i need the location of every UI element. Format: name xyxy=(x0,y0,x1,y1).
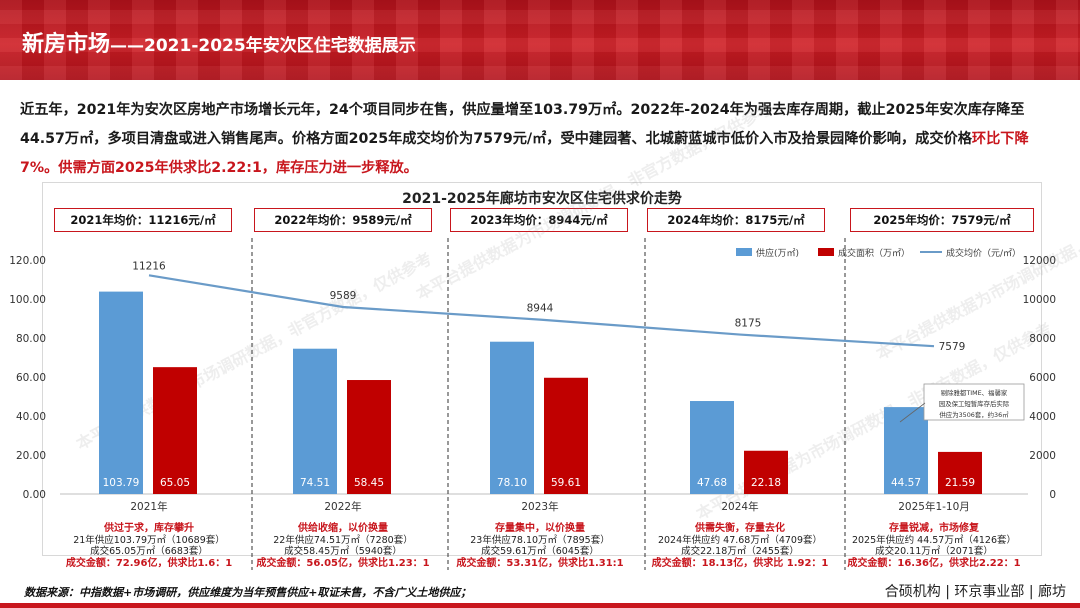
deal-value-label: 21.59 xyxy=(945,477,975,489)
summary-supply: 2025年供应约 44.57万㎡（4126套） xyxy=(852,534,1016,546)
summary-deal: 成交20.11万㎡（2071套） xyxy=(875,545,993,557)
summary-amount: 成交金额：16.36亿，供求比2.22：1 xyxy=(847,556,1020,569)
y-right-tick-label: 12000 xyxy=(1023,255,1056,267)
deal-bar xyxy=(544,377,588,494)
price-value-label: 11216 xyxy=(132,260,166,272)
x-category-label: 2021年 xyxy=(130,500,167,513)
watermark-text: 本平台提供数据为市场调研数据，非官方数据，仅供参考 xyxy=(413,99,775,304)
supply-value-label: 78.10 xyxy=(497,477,527,489)
chart-title: 2021-2025年廊坊市安次区住宅供求价走势 xyxy=(402,191,682,207)
footer-source: 数据来源：中指数据+市场调研，供应维度为当年预售供应+取证未售，不含广义土地供应… xyxy=(24,586,472,599)
y-right-tick-label: 10000 xyxy=(1023,294,1056,306)
price-value-label: 8175 xyxy=(735,318,762,330)
deal-bar xyxy=(938,451,982,494)
annotation-text: 剔除雅都TIME、福馨家 xyxy=(941,388,1008,397)
summary-amount: 成交金额：72.96亿，供求比1.6：1 xyxy=(66,556,232,569)
supply-bar xyxy=(99,291,143,494)
summary-deal: 成交59.61万㎡（6045套） xyxy=(481,545,599,557)
supply-value-label: 74.51 xyxy=(300,477,330,489)
annotation-text: 供应为3506套，约36㎡ xyxy=(939,410,1009,419)
annotation-box xyxy=(923,383,1025,421)
summary-supply: 23年供应78.10万㎡（7895套） xyxy=(470,534,609,546)
x-category-label: 2025年1-10月 xyxy=(898,500,970,513)
legend-label: 成交面积（万㎡） xyxy=(838,247,910,259)
y-right-tick-label: 6000 xyxy=(1029,372,1056,384)
price-value-label: 8944 xyxy=(527,303,554,315)
year-avg-box-2022: 2022年均价：9589元/㎡ xyxy=(254,208,432,232)
year-avg-box-2024: 2024年均价：8175元/㎡ xyxy=(647,208,825,232)
page-title-dash: —— xyxy=(110,36,145,56)
x-category-label: 2024年 xyxy=(721,500,758,513)
y-left-tick-label: 0.00 xyxy=(23,489,46,501)
deal-bar xyxy=(744,450,788,494)
y-left-tick-label: 120.00 xyxy=(9,255,46,267)
footer-line xyxy=(0,603,1080,608)
deal-value-label: 58.45 xyxy=(354,477,384,489)
deal-value-label: 22.18 xyxy=(751,477,781,489)
page-title-main: 新房市场 xyxy=(22,32,111,57)
x-category-label: 2022年 xyxy=(324,500,361,513)
summary-deal: 成交22.18万㎡（2455套） xyxy=(681,545,799,557)
intro-paragraph: 近五年，2021年为安次区房地产市场增长元年，24个项目同步在售，供应量增至10… xyxy=(20,96,1065,183)
y-left-tick-label: 20.00 xyxy=(16,450,46,462)
supply-value-label: 47.68 xyxy=(697,477,727,489)
annotation-pointer xyxy=(899,402,926,423)
year-avg-box-2023: 2023年均价：8944元/㎡ xyxy=(450,208,628,232)
summary-headline: 供给收缩，以价换量 xyxy=(297,521,388,534)
y-right-tick-label: 4000 xyxy=(1029,411,1056,423)
y-right-tick-label: 0 xyxy=(1049,489,1056,501)
summary-amount: 成交金额：56.05亿，供求比1.23：1 xyxy=(256,556,429,569)
summary-headline: 存量集中，以价换量 xyxy=(495,521,585,534)
deal-value-label: 65.05 xyxy=(160,477,190,489)
y-right-tick-label: 2000 xyxy=(1029,450,1056,462)
deal-value-label: 59.61 xyxy=(551,477,581,489)
summary-headline: 存量锐减，市场修复 xyxy=(889,521,980,534)
annotation-text: 园及保工短暂库存后实际 xyxy=(939,399,1010,408)
deal-bar xyxy=(347,380,391,494)
y-right-tick-label: 8000 xyxy=(1029,333,1056,345)
chart-frame xyxy=(42,182,1042,556)
x-category-label: 2023年 xyxy=(521,500,558,513)
summary-supply: 22年供应74.51万㎡（7280套） xyxy=(273,534,412,546)
price-value-label: 9589 xyxy=(330,290,357,302)
page-title: 新房市场——2021-2025年安次区住宅数据展示 xyxy=(22,26,416,58)
summary-supply: 2024年供应约 47.68万㎡（4709套） xyxy=(658,534,822,546)
supply-bar xyxy=(884,407,928,494)
supply-value-label: 103.79 xyxy=(103,477,140,489)
summary-amount: 成交金额：18.13亿，供求比 1.92：1 xyxy=(652,556,829,569)
legend-swatch xyxy=(736,248,752,256)
summary-amount: 成交金额：53.31亿，供求比1.31:1 xyxy=(456,556,623,569)
supply-bar xyxy=(690,401,734,494)
deal-bar xyxy=(153,367,197,494)
y-left-tick-label: 100.00 xyxy=(9,294,46,306)
y-left-tick-label: 80.00 xyxy=(16,333,46,345)
y-left-tick-label: 60.00 xyxy=(16,372,46,384)
summary-headline: 供过于求，库存攀升 xyxy=(103,521,194,534)
page-title-sub: 2021-2025年安次区住宅数据展示 xyxy=(144,36,416,56)
intro-highlight: 环比下降7%。供需方面2025年供求比2.22:1，库存压力进一步释放。 xyxy=(20,131,1029,176)
footer-brand: 合硕机构 | 环京事业部 | 廊坊 xyxy=(884,584,1066,600)
price-value-label: 7579 xyxy=(939,341,966,353)
summary-deal: 成交65.05万㎡（6683套） xyxy=(90,545,208,557)
supply-bar xyxy=(490,341,534,494)
supply-bar xyxy=(293,348,337,494)
year-avg-box-2021: 2021年均价：11216元/㎡ xyxy=(54,208,232,232)
header-bar: 新房市场——2021-2025年安次区住宅数据展示 xyxy=(0,0,1080,80)
year-avg-box-2025: 2025年均价：7579元/㎡ xyxy=(850,208,1034,232)
legend-label: 成交均价（元/㎡） xyxy=(946,247,1021,259)
supply-value-label: 44.57 xyxy=(891,477,921,489)
y-left-tick-label: 40.00 xyxy=(16,411,46,423)
legend-swatch xyxy=(818,248,834,256)
summary-headline: 供需失衡，存量去化 xyxy=(694,521,785,534)
intro-text: 近五年，2021年为安次区房地产市场增长元年，24个项目同步在售，供应量增至10… xyxy=(20,102,1025,147)
legend-label: 供应(万㎡) xyxy=(756,247,799,259)
summary-supply: 21年供应103.79万㎡（10689套） xyxy=(73,534,225,546)
summary-deal: 成交58.45万㎡（5940套） xyxy=(284,545,402,557)
price-line xyxy=(148,274,935,348)
